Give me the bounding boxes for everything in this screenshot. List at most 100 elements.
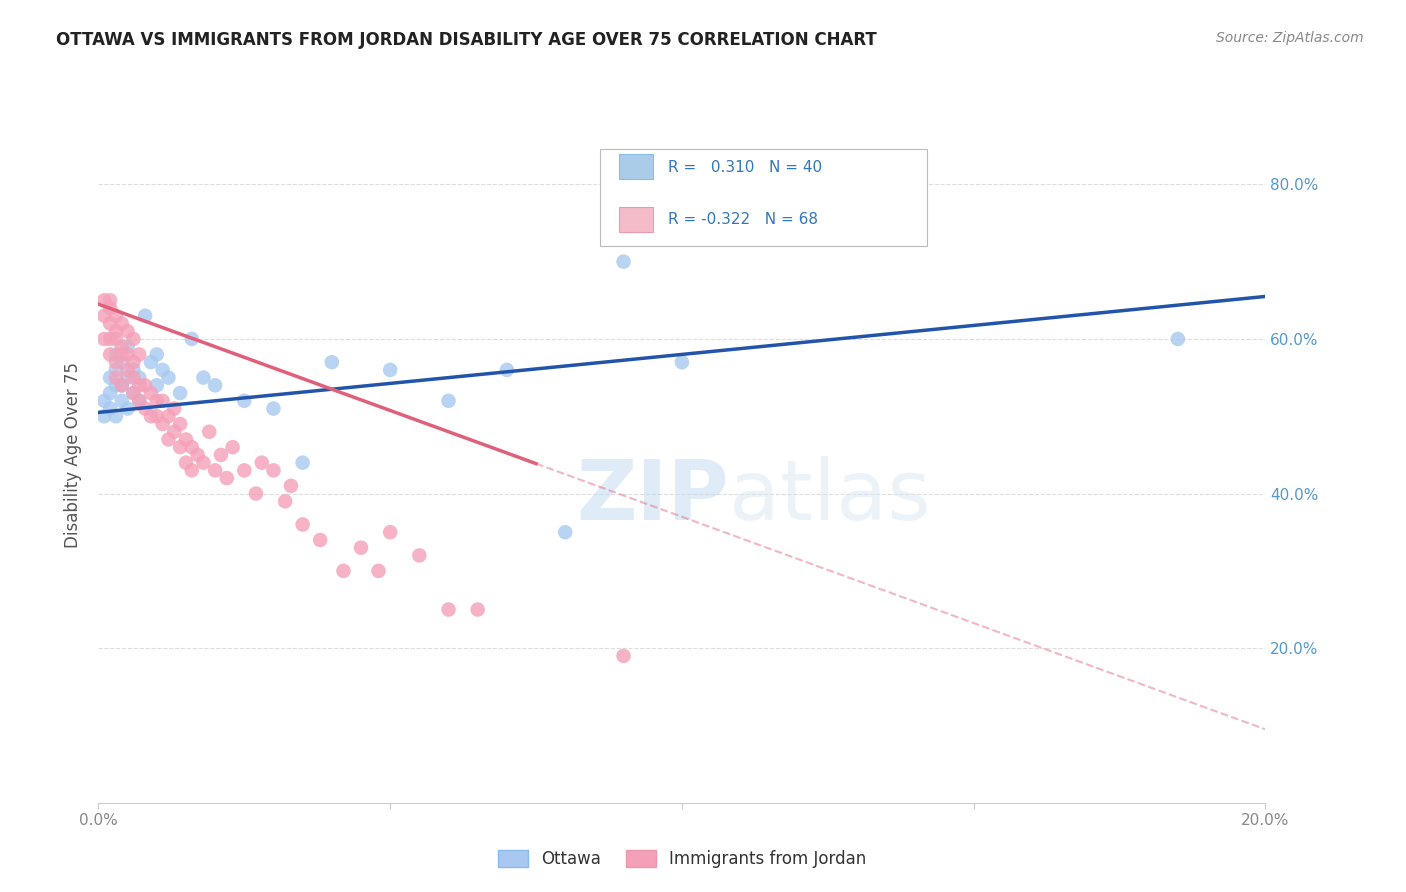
Point (612, 648, 634, 663)
Text: atlas: atlas (728, 456, 931, 537)
Point (139, 409, 162, 424)
Point (104, 324, 127, 338)
Point (98, 401, 121, 416)
Point (233, 393, 256, 408)
Point (174, 433, 197, 447)
Point (221, 440, 243, 454)
Point (152, 393, 174, 408)
Point (215, 471, 238, 485)
Point (98, 301, 121, 315)
Point (367, 564, 389, 578)
Point (437, 602, 460, 616)
Point (274, 494, 297, 508)
Point (291, 456, 314, 470)
Point (117, 401, 139, 416)
Point (198, 425, 221, 439)
Point (309, 533, 332, 547)
Point (104, 309, 127, 323)
Point (495, 363, 517, 377)
Point (233, 463, 256, 477)
Point (378, 525, 402, 540)
Point (98, 317, 121, 331)
Point (280, 479, 302, 493)
Point (467, 602, 489, 616)
Point (169, 440, 191, 454)
Point (157, 370, 180, 384)
Point (146, 409, 169, 424)
Point (104, 409, 127, 424)
Point (104, 363, 127, 377)
Point (117, 340, 139, 354)
Text: OTTAWA VS IMMIGRANTS FROM JORDAN DISABILITY AGE OVER 75 CORRELATION CHART: OTTAWA VS IMMIGRANTS FROM JORDAN DISABIL… (56, 31, 877, 49)
Point (111, 317, 134, 331)
Point (117, 324, 139, 338)
Point (93, 393, 115, 408)
Point (122, 363, 145, 377)
FancyBboxPatch shape (619, 154, 652, 179)
Point (245, 486, 267, 500)
Point (262, 463, 284, 477)
Point (93, 332, 115, 346)
Point (111, 347, 134, 361)
Point (117, 347, 139, 361)
Point (204, 378, 226, 392)
Point (163, 425, 186, 439)
Point (104, 332, 127, 346)
Point (117, 370, 139, 384)
Y-axis label: Disability Age Over 75: Disability Age Over 75 (65, 362, 83, 548)
Text: R =   0.310   N = 40: R = 0.310 N = 40 (668, 160, 823, 175)
Point (180, 440, 202, 454)
Point (122, 386, 145, 401)
Point (612, 254, 634, 268)
Text: ZIP: ZIP (576, 456, 728, 537)
Legend: Ottawa, Immigrants from Jordan: Ottawa, Immigrants from Jordan (491, 843, 873, 874)
Point (122, 355, 145, 369)
Point (134, 401, 156, 416)
Text: R = -0.322   N = 68: R = -0.322 N = 68 (668, 212, 818, 227)
Point (193, 456, 215, 470)
Point (152, 363, 174, 377)
Point (134, 309, 156, 323)
FancyBboxPatch shape (600, 149, 927, 246)
Point (408, 549, 430, 563)
Point (332, 564, 354, 578)
Point (146, 378, 169, 392)
Point (350, 541, 373, 555)
Point (104, 378, 127, 392)
Point (163, 401, 186, 416)
Point (122, 386, 145, 401)
Point (169, 417, 191, 431)
Point (93, 409, 115, 424)
Point (98, 332, 121, 346)
Point (554, 525, 576, 540)
Point (104, 347, 127, 361)
Point (152, 417, 174, 431)
Point (146, 393, 169, 408)
Point (193, 370, 215, 384)
Point (174, 456, 197, 470)
Point (98, 293, 121, 308)
Point (128, 393, 150, 408)
Point (321, 355, 343, 369)
FancyBboxPatch shape (619, 207, 652, 232)
Point (180, 332, 202, 346)
Point (204, 463, 226, 477)
Point (378, 363, 402, 377)
Point (437, 393, 460, 408)
Point (157, 409, 180, 424)
Point (122, 332, 145, 346)
Point (122, 370, 145, 384)
Point (98, 386, 121, 401)
Point (180, 463, 202, 477)
Point (111, 378, 134, 392)
Point (169, 386, 191, 401)
Point (93, 293, 115, 308)
Point (111, 378, 134, 392)
Point (128, 393, 150, 408)
Point (104, 370, 127, 384)
Point (98, 347, 121, 361)
Text: Source: ZipAtlas.com: Source: ZipAtlas.com (1216, 31, 1364, 45)
Point (139, 386, 162, 401)
Point (671, 355, 693, 369)
Point (209, 448, 232, 462)
